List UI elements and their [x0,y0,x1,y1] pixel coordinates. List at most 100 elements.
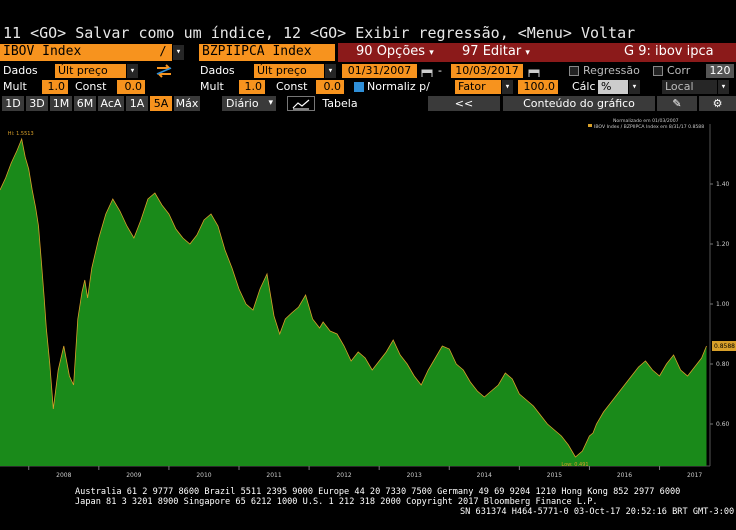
data-value-1[interactable]: Últ preço [55,64,126,78]
options-number: 90 [356,44,373,59]
footer-line-1: Australia 61 2 9777 8600 Brazil 5511 239… [75,487,681,497]
header-red-bar [338,43,736,62]
data-label-1: Dados [3,64,38,77]
local-field[interactable]: Local [662,80,717,94]
date-separator: - [438,64,442,77]
footer-line-3: SN 631374 H464-5771-0 03-Oct-17 20:52:16… [460,507,735,517]
corr-label: Corr [667,64,691,77]
const-value-2[interactable]: 0.0 [316,80,344,94]
normalize-label: Normaliz p/ [367,80,430,93]
local-dropdown-icon[interactable]: ▾ [718,80,729,94]
regression-label: Regressão [583,64,640,77]
edit-chart-button[interactable]: ✎ [657,96,697,111]
data-value-2[interactable]: Últ preço [254,64,324,78]
y-tick-label: 1.00 [716,301,730,308]
chart-type-button[interactable] [287,96,315,111]
frequency-dropdown-icon: ▾ [268,98,273,108]
period-button-aca[interactable]: AcA [98,96,124,111]
x-tick-label: 2016 [617,472,632,479]
end-date-field[interactable]: 10/03/2017 [451,64,523,78]
x-tick-label: 2015 [547,472,562,479]
start-date-field[interactable]: 01/31/2007 [342,64,417,78]
normalize-checkbox[interactable] [354,82,364,92]
chart-marks: 0.8588 Hi: 1.5513 Low: 0.491 [8,131,736,468]
calc-value[interactable]: % [598,80,628,94]
nav-back-button[interactable]: << [428,96,500,111]
chart-area[interactable]: 2008 2009 2010 2011 2012 2013 2014 2015 2016 2017… [0,114,736,484]
options-dropdown-icon: ▾ [429,48,434,58]
security2-field[interactable]: BZPIIPCA Index [199,44,335,61]
period-button-1d[interactable]: 1D [2,96,24,111]
factor-field[interactable]: Fator [455,80,501,94]
graph-id: G 9: ibov ipca [624,44,714,59]
period-button-3d[interactable]: 3D [26,96,48,111]
data-label-2: Dados [200,64,235,77]
y-tick-label: 0.80 [716,361,730,368]
footer-line-2: Japan 81 3 3201 8900 Singapore 65 6212 1… [75,497,598,507]
corr-checkbox[interactable] [653,66,663,76]
divide-field[interactable]: / [154,44,172,61]
chart-content-button[interactable]: Conteúdo do gráfico [503,96,655,111]
gear-icon: ⚙ [712,97,723,110]
pencil-icon: ✎ [672,97,682,110]
edit-dropdown-icon: ▾ [525,48,530,58]
y-tick-label: 0.60 [716,421,730,428]
command-line: 11 <GO> Salvar como um índice, 12 <GO> E… [3,24,636,42]
hi-label: Hi: 1.5513 [8,131,34,137]
swap-icon[interactable] [154,62,174,80]
legend-swatch [588,124,592,127]
line-chart-icon [292,99,310,110]
calc-label: Cálc [572,80,596,93]
mult-label-1: Mult [3,80,27,93]
period-bar: 1D 3D 1M 6M AcA 1A 5A Máx [0,96,220,111]
period-button-5a[interactable]: 5A [150,96,172,111]
divide-dropdown-icon[interactable]: ▾ [173,45,184,60]
frequency-label: Diário [226,97,259,110]
y-tick-label: 1.40 [716,181,730,188]
const-label-1: Const [75,80,107,93]
x-tick-label: 2010 [196,472,211,479]
settings-button[interactable]: ⚙ [699,96,736,111]
data-dropdown-icon-2[interactable]: ▾ [325,64,336,78]
frequency-dropdown[interactable]: Diário ▾ [222,96,276,111]
const-value-1[interactable]: 0.0 [117,80,145,94]
period-button-6m[interactable]: 6M [74,96,96,111]
edit-button[interactable]: 97 Editar ▾ [462,43,542,62]
x-tick-label: 2012 [336,472,351,479]
data-dropdown-icon-1[interactable]: ▾ [127,64,138,78]
legend-title: Normalizado em 01/03/2007 [613,118,679,124]
period-button-1m[interactable]: 1M [50,96,72,111]
calc-dropdown-icon[interactable]: ▾ [629,80,640,94]
legend-entry: IBOV Index / BZPIIPCA Index em 8/31/17 0… [594,124,704,130]
start-calendar-icon[interactable] [421,65,433,77]
edit-number: 97 [462,44,479,59]
x-tick-label: 2009 [126,472,141,479]
options-button[interactable]: 90 Opções ▾ [356,43,446,62]
mult-label-2: Mult [200,80,224,93]
factor-value[interactable]: 100.0 [518,80,558,94]
regression-checkbox[interactable] [569,66,579,76]
x-tick-label: 2011 [266,472,281,479]
end-calendar-icon[interactable] [528,65,540,77]
mult-value-1[interactable]: 1.0 [42,80,68,94]
x-tick-label: 2008 [56,472,71,479]
low-label: Low: 0.491 [561,462,588,468]
period-button-máx[interactable]: Máx [174,96,200,111]
x-tick-label: 2013 [407,472,422,479]
series-line [0,137,707,458]
table-button[interactable]: Tabela [317,96,363,111]
y-tick-label: 1.20 [716,241,730,248]
corr-value[interactable]: 120 [706,64,734,78]
x-tick-label: 2014 [477,472,492,479]
options-label: Opções [376,44,426,59]
series-area [0,139,707,466]
edit-label: Editar [482,44,522,59]
mult-value-2[interactable]: 1.0 [239,80,265,94]
period-button-1a[interactable]: 1A [126,96,148,111]
security1-field[interactable]: IBOV Index [0,44,163,61]
last-value-label: 0.8588 [714,343,735,350]
last-value-box [712,341,736,351]
factor-dropdown-icon[interactable]: ▾ [502,80,513,94]
x-tick-label: 2017 [687,472,702,479]
